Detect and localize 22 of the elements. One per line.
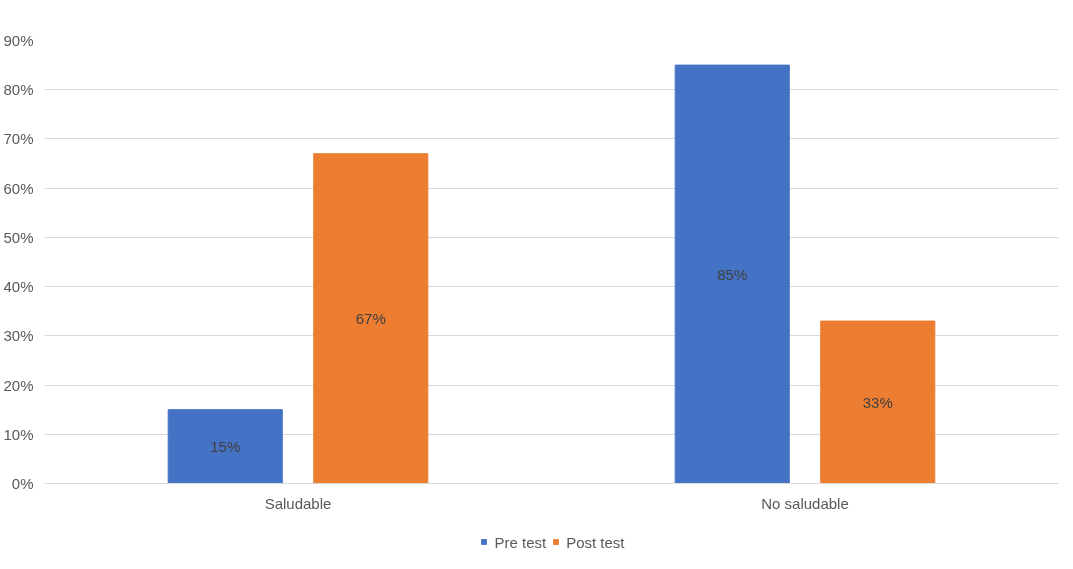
bar <box>167 409 283 484</box>
x-tick-label: Saludable <box>264 494 332 512</box>
data-label: 67% <box>355 310 386 328</box>
y-tick-label: 70% <box>3 130 34 148</box>
legend-label: Pre test <box>494 533 547 550</box>
y-tick-label: 80% <box>3 81 34 99</box>
y-tick-label: 60% <box>3 179 34 197</box>
data-label: 15% <box>210 438 241 456</box>
y-tick-label: 50% <box>3 228 34 246</box>
legend-label: Post test <box>566 533 625 550</box>
bar <box>674 64 790 484</box>
y-tick-label: 90% <box>3 32 34 49</box>
data-label: 85% <box>717 265 748 283</box>
x-tick-label: No saludable <box>761 494 849 512</box>
y-tick-label: 20% <box>3 376 34 394</box>
bar <box>820 320 936 484</box>
y-tick-label: 0% <box>11 475 34 492</box>
data-label: 33% <box>862 393 893 411</box>
y-tick-label: 30% <box>3 327 34 345</box>
bar <box>313 153 429 484</box>
y-tick-label: 10% <box>3 425 34 443</box>
y-tick-label: 40% <box>3 278 34 296</box>
